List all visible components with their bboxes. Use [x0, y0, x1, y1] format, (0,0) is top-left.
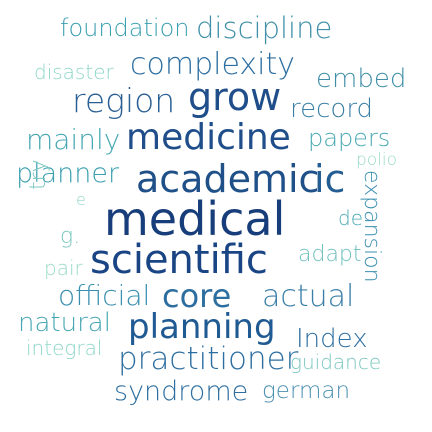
word-grow: grow — [188, 75, 282, 119]
word-adapt: adapt — [298, 242, 362, 267]
word-de: de — [338, 206, 363, 230]
word-scientific: scientific — [90, 237, 268, 283]
word-e: e — [76, 190, 86, 209]
word-polio: polio — [356, 150, 398, 170]
word-german: german — [262, 378, 351, 404]
word-practitioner: practitioner — [118, 341, 299, 377]
word-natural: natural — [18, 308, 111, 338]
word-index: Index — [296, 324, 368, 354]
word-record: record — [290, 94, 374, 124]
word-complexity: complexity — [130, 47, 295, 82]
word-region: region — [72, 81, 176, 120]
word-academic: academic — [136, 157, 320, 201]
word-foundation: foundation — [60, 14, 190, 42]
word-actual: actual — [262, 279, 355, 314]
word-core: core — [162, 277, 232, 315]
word-ic: ic — [314, 157, 346, 201]
word-disaster: disaster — [34, 60, 114, 84]
word-medical: medical — [104, 192, 286, 246]
word-embed: embed — [316, 64, 407, 94]
word-integral: integral — [26, 336, 103, 360]
word-medicine: medicine — [126, 117, 291, 158]
word-planning: planning — [128, 307, 276, 347]
word-planner: planner — [16, 158, 120, 189]
word-pair: pair — [44, 256, 83, 280]
word-try: try — [26, 159, 51, 190]
word-syndrome: syndrome — [114, 376, 249, 407]
word-mainly: mainly — [26, 123, 121, 156]
word-g: g. — [60, 224, 81, 249]
word-papers: papers — [308, 124, 391, 152]
word-official: official — [58, 279, 151, 312]
word-discipline: discipline — [196, 11, 333, 45]
word-expansion: expansion — [359, 170, 384, 283]
word-guidance: guidance — [290, 350, 382, 374]
